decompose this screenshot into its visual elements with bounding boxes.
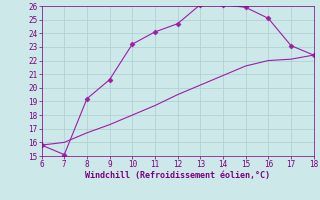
X-axis label: Windchill (Refroidissement éolien,°C): Windchill (Refroidissement éolien,°C) — [85, 171, 270, 180]
